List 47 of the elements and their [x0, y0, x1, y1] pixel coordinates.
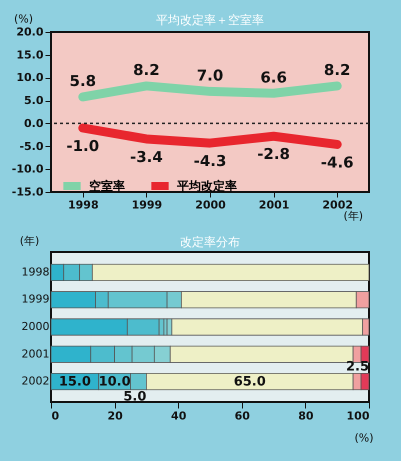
y-axis-title: (%) — [14, 12, 34, 26]
x-tick-label: 100 — [346, 410, 370, 422]
y-tick-label: -5.0 — [19, 140, 44, 153]
x-tick-label: 1999 — [132, 198, 162, 212]
data-label: 8.2 — [133, 60, 160, 79]
data-label: 7.0 — [196, 66, 224, 84]
chart-title: 改定率分布 — [180, 235, 240, 249]
x-tick-label: 60 — [234, 410, 250, 422]
data-label: 2.5 — [346, 360, 369, 375]
x-tick-label: 40 — [171, 410, 187, 422]
y-tick-label: 0.0 — [24, 116, 44, 130]
x-tick-label: 2000 — [195, 198, 226, 212]
x-tick-label: 80 — [298, 410, 314, 422]
legend-label: 空室率 — [89, 179, 125, 193]
y-axis-title: (年) — [20, 234, 40, 248]
data-label: -1.0 — [66, 137, 100, 155]
y-tick-label: 2000 — [22, 320, 50, 333]
x-axis-title: (年) — [344, 210, 364, 222]
data-label: 5.0 — [123, 390, 146, 405]
data-label: -3.4 — [130, 148, 163, 166]
chart-title: 平均改定率＋空室率 — [156, 13, 264, 27]
x-tick-label: 20 — [107, 410, 124, 422]
data-label: 10.0 — [98, 374, 131, 390]
y-tick-label: 1999 — [22, 292, 50, 306]
data-label: -4.3 — [194, 152, 226, 170]
y-tick-label: -10.0 — [12, 162, 44, 176]
y-tick-label: 2002 — [22, 374, 50, 388]
data-label: 15.0 — [58, 374, 91, 390]
y-tick-label: 15.0 — [16, 48, 44, 62]
y-tick-label: -15.0 — [12, 186, 44, 198]
x-axis-title: (%) — [354, 432, 374, 444]
y-tick-label: 20.0 — [16, 26, 44, 38]
data-label: 8.2 — [324, 60, 350, 79]
data-label: -2.8 — [257, 145, 290, 164]
x-tick-label: 2002 — [322, 198, 354, 212]
data-label: 6.6 — [260, 68, 287, 86]
data-label: -4.6 — [320, 153, 354, 172]
x-tick-label: 2001 — [258, 198, 290, 212]
data-label: 5.8 — [70, 72, 96, 90]
y-tick-label: 5.0 — [24, 94, 44, 108]
y-tick-label: 2001 — [22, 347, 50, 360]
x-tick-label: 1998 — [68, 198, 99, 212]
legend-label: 平均改定率 — [176, 179, 237, 193]
y-tick-label: 10.0 — [16, 71, 44, 84]
data-label: 65.0 — [234, 374, 266, 390]
x-tick-label: 0 — [52, 410, 60, 422]
y-tick-label: 1998 — [22, 265, 50, 278]
